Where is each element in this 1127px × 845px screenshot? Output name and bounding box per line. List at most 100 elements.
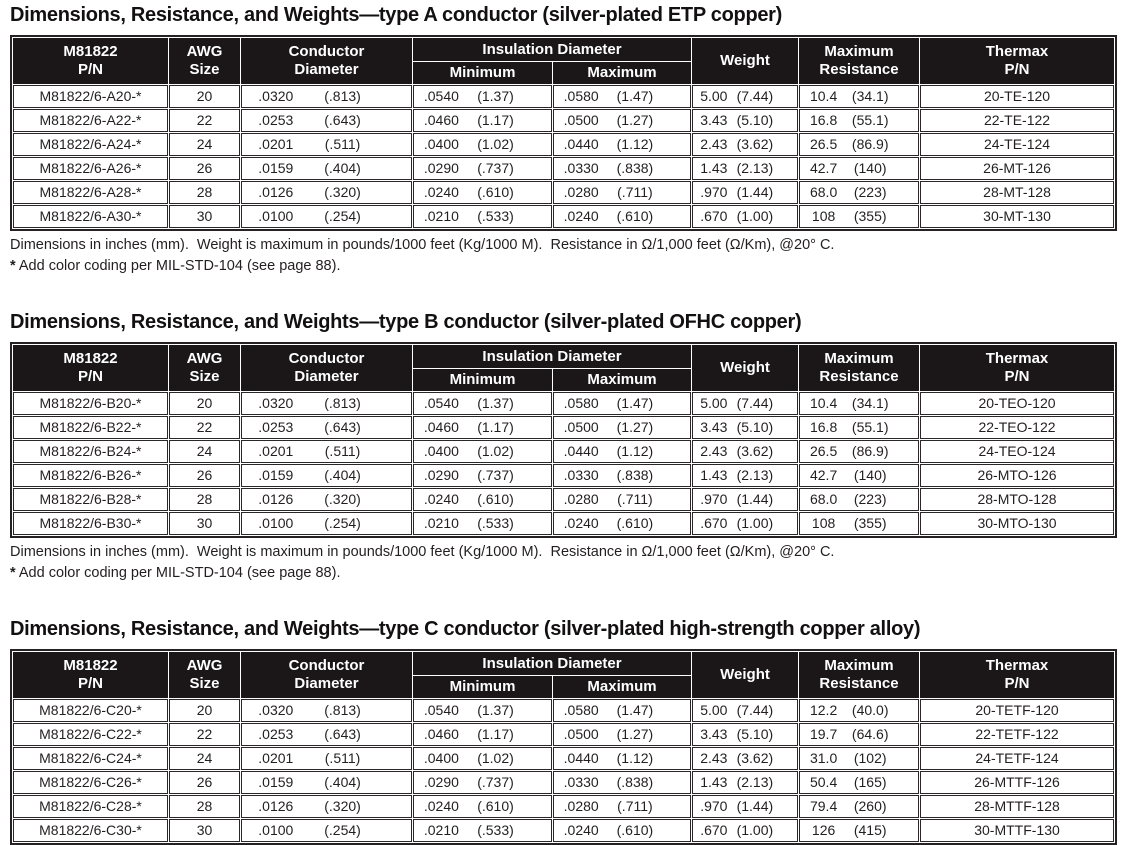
cell-insulation-minimum: .0540 (1.37) <box>413 699 552 722</box>
cell-thermax-pn: 22-TEO-122 <box>920 416 1115 439</box>
cell-insulation-maximum: .0580 (1.47) <box>553 392 692 415</box>
cell-insulation-maximum: .0500 (1.27) <box>553 416 692 439</box>
table-body: M81822/6-C20-* 20 .0320 (.813) .0540 (1.37… <box>13 699 1115 842</box>
cell-thermax-pn: 28-MTO-128 <box>920 488 1115 511</box>
col-header-maximum: Maximum <box>553 676 692 698</box>
cell-maximum-resistance: 108 (355) <box>799 205 920 228</box>
cell-part-number: M81822/6-B24-* <box>13 440 168 463</box>
cell-insulation-maximum: .0330 (.838) <box>553 157 692 180</box>
col-header-maximum-resistance: Maximum Resistance <box>799 652 920 698</box>
table-row: M81822/6-A20-* 20 .0320 (.813) .0540 (1.37… <box>13 85 1115 108</box>
cell-insulation-minimum: .0240 (.610) <box>413 795 552 818</box>
cell-insulation-minimum: .0400 (1.02) <box>413 440 552 463</box>
cell-insulation-maximum: .0240 (.610) <box>553 512 692 535</box>
cell-thermax-pn: 24-TEO-124 <box>920 440 1115 463</box>
col-header-awg-size: AWG Size <box>169 652 240 698</box>
cell-weight: 1.43 (2.13) <box>692 771 799 794</box>
cell-insulation-minimum: .0290 (.737) <box>413 464 552 487</box>
cell-insulation-maximum: .0280 (.711) <box>553 488 692 511</box>
table-body: M81822/6-A20-* 20 .0320 (.813) .0540 (1.37… <box>13 85 1115 228</box>
cell-weight: .970 (1.44) <box>692 795 799 818</box>
table-row: M81822/6-A28-* 28 .0126 (.320) .0240 (.610… <box>13 181 1115 204</box>
cell-insulation-maximum: .0330 (.838) <box>553 464 692 487</box>
cell-part-number: M81822/6-A26-* <box>13 157 168 180</box>
table-row: M81822/6-C22-* 22 .0253 (.643) .0460 (1.17… <box>13 723 1115 746</box>
cell-weight: 3.43 (5.10) <box>692 109 799 132</box>
cell-thermax-pn: 30-MTTF-130 <box>920 819 1115 842</box>
cell-part-number: M81822/6-B28-* <box>13 488 168 511</box>
cell-insulation-minimum: .0540 (1.37) <box>413 392 552 415</box>
cell-thermax-pn: 22-TETF-122 <box>920 723 1115 746</box>
col-header-insulation-diameter: Insulation Diameter <box>413 345 692 368</box>
table-row: M81822/6-C24-* 24 .0201 (.511) .0400 (1.02… <box>13 747 1115 770</box>
col-header-weight: Weight <box>692 38 799 84</box>
cell-insulation-maximum: .0240 (.610) <box>553 205 692 228</box>
cell-thermax-pn: 24-TETF-124 <box>920 747 1115 770</box>
table-row: M81822/6-C28-* 28 .0126 (.320) .0240 (.610… <box>13 795 1115 818</box>
table-row: M81822/6-B22-* 22 .0253 (.643) .0460 (1.17… <box>13 416 1115 439</box>
cell-weight: 5.00 (7.44) <box>692 85 799 108</box>
cell-part-number: M81822/6-A24-* <box>13 133 168 156</box>
cell-thermax-pn: 28-MTTF-128 <box>920 795 1115 818</box>
cell-part-number: M81822/6-B26-* <box>13 464 168 487</box>
cell-insulation-minimum: .0400 (1.02) <box>413 133 552 156</box>
cell-maximum-resistance: 50.4 (165) <box>799 771 920 794</box>
table-row: M81822/6-B30-* 30 .0100 (.254) .0210 (.533… <box>13 512 1115 535</box>
col-header-minimum: Minimum <box>413 62 552 84</box>
cell-maximum-resistance: 68.0 (223) <box>799 181 920 204</box>
cell-insulation-minimum: .0210 (.533) <box>413 819 552 842</box>
table-row: M81822/6-B26-* 26 .0159 (.404) .0290 (.737… <box>13 464 1115 487</box>
cell-weight: .970 (1.44) <box>692 181 799 204</box>
cell-insulation-maximum: .0440 (1.12) <box>553 440 692 463</box>
cell-part-number: M81822/6-C22-* <box>13 723 168 746</box>
cell-conductor-diameter: .0126 (.320) <box>241 488 412 511</box>
col-header-maximum: Maximum <box>553 369 692 391</box>
cell-awg-size: 28 <box>169 795 240 818</box>
section-type-a: Dimensions, Resistance, and Weights—type… <box>10 4 1118 277</box>
cell-insulation-maximum: .0330 (.838) <box>553 771 692 794</box>
cell-insulation-maximum: .0440 (1.12) <box>553 747 692 770</box>
cell-maximum-resistance: 42.7 (140) <box>799 157 920 180</box>
section-type-b: Dimensions, Resistance, and Weights—type… <box>10 311 1118 584</box>
col-header-awg-size: AWG Size <box>169 345 240 391</box>
table-row: M81822/6-B28-* 28 .0126 (.320) .0240 (.610… <box>13 488 1115 511</box>
col-header-thermax-pn: Thermax P/N <box>920 345 1115 391</box>
cell-weight: 2.43 (3.62) <box>692 440 799 463</box>
cell-weight: 1.43 (2.13) <box>692 464 799 487</box>
cell-thermax-pn: 26-MTO-126 <box>920 464 1115 487</box>
page-title-type-b: Dimensions, Resistance, and Weights—type… <box>10 311 802 333</box>
cell-conductor-diameter: .0201 (.511) <box>241 133 412 156</box>
cell-thermax-pn: 26-MT-126 <box>920 157 1115 180</box>
cell-insulation-maximum: .0280 (.711) <box>553 795 692 818</box>
col-header-insulation-diameter: Insulation Diameter <box>413 38 692 61</box>
spec-table-type-a: M81822 P/N AWG Size Conductor Diameter Insu… <box>10 35 1118 231</box>
cell-conductor-diameter: .0201 (.511) <box>241 747 412 770</box>
cell-maximum-resistance: 12.2 (40.0) <box>799 699 920 722</box>
cell-maximum-resistance: 10.4 (34.1) <box>799 85 920 108</box>
col-header-maximum-resistance: Maximum Resistance <box>799 38 920 84</box>
cell-insulation-maximum: .0580 (1.47) <box>553 699 692 722</box>
cell-conductor-diameter: .0126 (.320) <box>241 181 412 204</box>
cell-weight: 3.43 (5.10) <box>692 723 799 746</box>
cell-weight: .670 (1.00) <box>692 512 799 535</box>
cell-part-number: M81822/6-C20-* <box>13 699 168 722</box>
table-row: M81822/6-C30-* 30 .0100 (.254) .0210 (.533… <box>13 819 1115 842</box>
cell-part-number: M81822/6-C26-* <box>13 771 168 794</box>
table-header: M81822 P/N AWG Size Conductor Diameter Insu… <box>13 345 1115 391</box>
cell-awg-size: 24 <box>169 747 240 770</box>
color-coding-note: * Add color coding per MIL-STD-104 (see … <box>10 258 341 274</box>
cell-insulation-minimum: .0240 (.610) <box>413 181 552 204</box>
cell-awg-size: 30 <box>169 819 240 842</box>
col-header-conductor-diameter: Conductor Diameter <box>241 652 412 698</box>
cell-maximum-resistance: 42.7 (140) <box>799 464 920 487</box>
cell-insulation-maximum: .0440 (1.12) <box>553 133 692 156</box>
spec-table-type-b: M81822 P/N AWG Size Conductor Diameter Insu… <box>10 342 1118 538</box>
cell-maximum-resistance: 79.4 (260) <box>799 795 920 818</box>
cell-thermax-pn: 30-MT-130 <box>920 205 1115 228</box>
cell-maximum-resistance: 126 (415) <box>799 819 920 842</box>
cell-conductor-diameter: .0159 (.404) <box>241 771 412 794</box>
cell-thermax-pn: 22-TE-122 <box>920 109 1115 132</box>
section-type-c: Dimensions, Resistance, and Weights—type… <box>10 618 1118 845</box>
cell-insulation-maximum: .0240 (.610) <box>553 819 692 842</box>
col-header-thermax-pn: Thermax P/N <box>920 38 1115 84</box>
